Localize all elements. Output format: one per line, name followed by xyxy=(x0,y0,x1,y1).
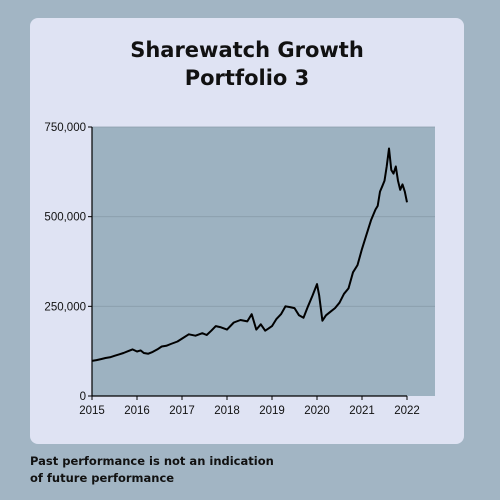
chart-title: Sharewatch Growth Portfolio 3 xyxy=(130,38,364,90)
y-axis-ticks: 0 250,000 500,000 750,000 xyxy=(44,122,92,403)
x-tick-label: 2018 xyxy=(214,405,240,417)
y-tick-label: 500,000 xyxy=(44,212,86,224)
x-tick-label: 2016 xyxy=(124,405,150,417)
x-tick-label: 2017 xyxy=(169,405,195,417)
plot-area xyxy=(92,127,435,396)
x-axis-ticks: 2015 2016 2017 2018 2019 2020 2021 2022 xyxy=(79,396,420,417)
y-tick-label: 750,000 xyxy=(44,122,86,134)
x-tick-label: 2021 xyxy=(349,405,375,417)
grid-lines xyxy=(92,126,435,307)
x-tick-label: 2022 xyxy=(394,405,420,417)
y-tick-label: 250,000 xyxy=(44,301,86,313)
x-tick-label: 2019 xyxy=(259,405,285,417)
series-line xyxy=(91,147,408,362)
disclaimer-text: Past performance is not an indication of… xyxy=(30,454,274,485)
x-tick-label: 2015 xyxy=(79,405,105,417)
x-tick-label: 2020 xyxy=(304,405,330,417)
y-tick-label: 0 xyxy=(80,391,86,403)
